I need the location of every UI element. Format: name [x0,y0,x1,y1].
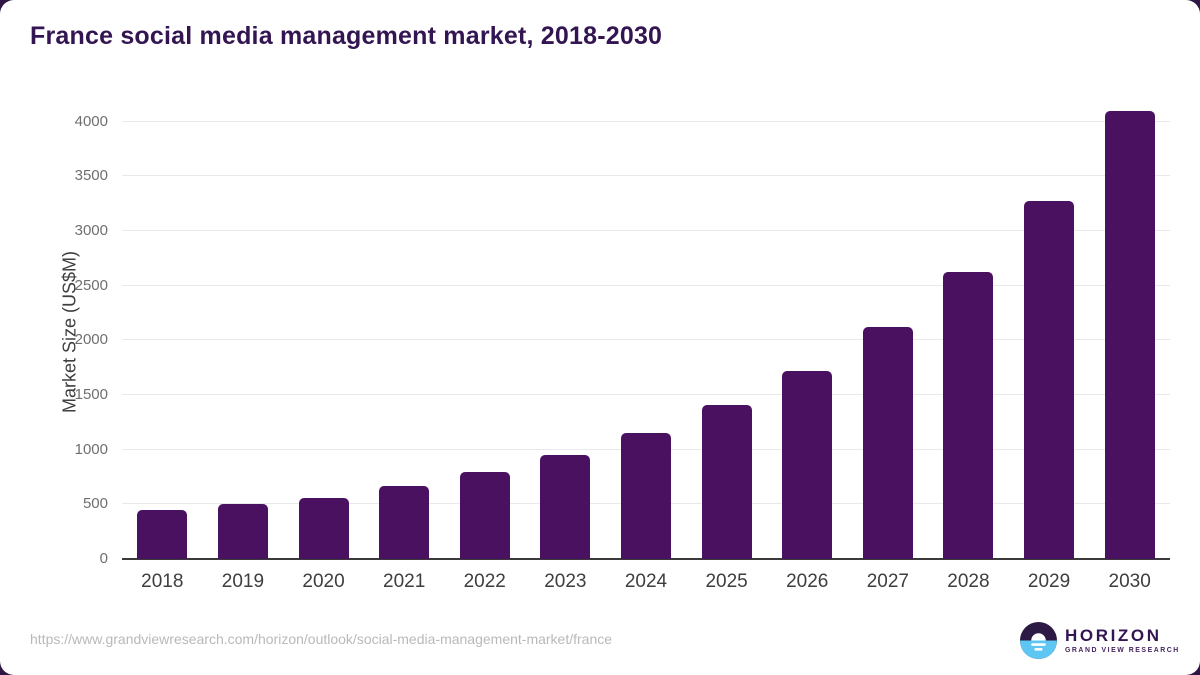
bar-2030 [1104,111,1155,559]
y-tick-label-2000: 2000 [74,331,108,349]
y-axis-tick-labels: 0 500 1000 1500 2000 2500 3000 3500 4000 [0,105,108,568]
bar-chart-plot-area [122,105,1170,560]
gridline-2000 [122,339,1170,341]
horizon-logo: HORIZON GRAND VIEW RESEARCH [1020,622,1180,659]
y-tick-label-2500: 2500 [74,276,108,294]
bar-2027 [862,326,913,559]
x-tick-label-2020: 2020 [302,571,345,592]
x-tick-label-2027: 2027 [866,571,909,592]
horizon-sunset-icon [1020,622,1057,659]
bar-2020 [298,497,349,559]
bar-2026 [782,371,833,559]
bar-2025 [701,405,752,559]
bar-2018 [137,509,188,559]
y-tick-label-0: 0 [99,550,108,567]
bar-2021 [379,486,430,559]
x-tick-label-2022: 2022 [463,571,506,592]
gridline-4000 [122,120,1170,122]
x-axis-tick-labels: 2018 2019 2020 2021 2022 2023 2024 2025 2026 2027… [122,571,1170,595]
x-tick-label-2019: 2019 [221,571,265,592]
bar-2029 [1024,201,1075,559]
bar-2024 [621,432,671,559]
y-tick-label-500: 500 [82,495,108,513]
logo-subtitle: GRAND VIEW RESEARCH [1065,647,1180,654]
x-tick-label-2018: 2018 [141,571,184,592]
x-tick-label-2029: 2029 [1027,571,1071,592]
gridline-2500 [122,284,1170,286]
x-axis-baseline [122,558,1170,560]
y-tick-label-3000: 3000 [74,221,108,239]
source-url: https://www.grandviewresearch.com/horizo… [30,631,613,647]
logo-title: HORIZON [1065,626,1162,645]
bar-2023 [540,454,591,559]
y-tick-label-1000: 1000 [74,440,108,458]
bar-2028 [943,272,994,559]
x-tick-label-2024: 2024 [624,571,668,592]
y-tick-label-3500: 3500 [74,167,108,185]
bar-2019 [217,504,268,559]
gridline-1500 [122,393,1170,395]
gridline-3000 [122,229,1170,231]
chart-title: France social media management market, 2… [30,22,663,50]
gridline-3500 [122,175,1170,177]
bar-2022 [459,471,510,559]
x-tick-label-2026: 2026 [786,571,829,592]
x-tick-label-2030: 2030 [1108,571,1151,592]
y-tick-label-1500: 1500 [74,385,108,403]
x-tick-label-2025: 2025 [705,571,748,592]
logo-text: HORIZON GRAND VIEW RESEARCH [1065,627,1180,654]
x-tick-label-2023: 2023 [544,571,587,592]
y-tick-label-4000: 4000 [74,112,108,130]
x-tick-label-2021: 2021 [383,571,426,592]
x-tick-label-2028: 2028 [947,571,990,592]
